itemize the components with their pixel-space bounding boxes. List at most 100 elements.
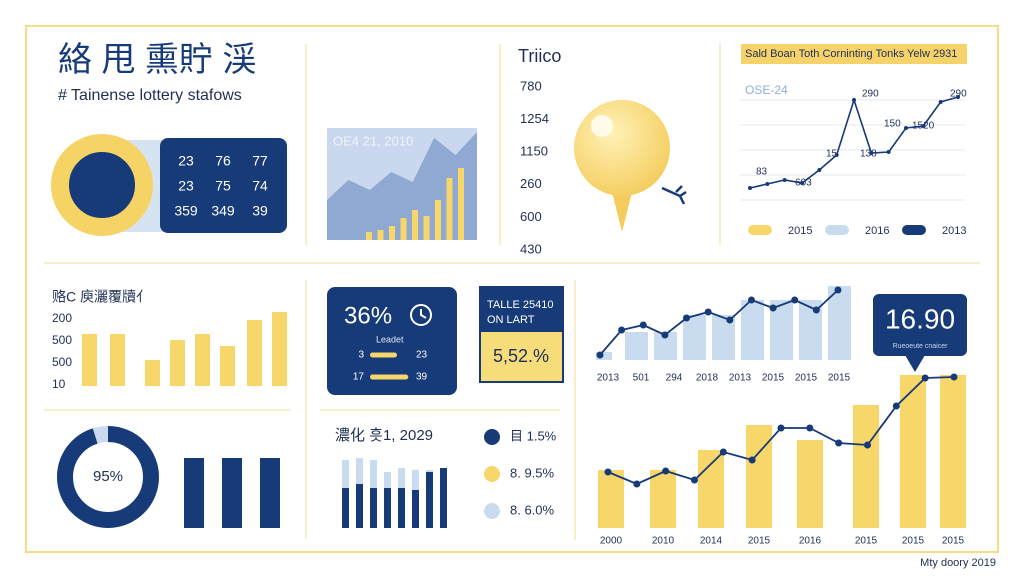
line-point [869, 151, 874, 155]
bar-dark [440, 468, 447, 528]
area-label: OE4 21, 2010 [333, 133, 413, 148]
tall-card-top [480, 287, 563, 332]
bar-dark [356, 484, 363, 528]
row-right: 39 [416, 372, 428, 383]
line-point [864, 441, 871, 449]
bar [746, 425, 772, 528]
axis-label: 600 [520, 209, 542, 224]
bar [698, 450, 724, 528]
bar [625, 332, 648, 360]
x-tick-label: 2015 [795, 373, 818, 384]
donut-label: 95% [93, 468, 123, 485]
line-point [704, 308, 712, 316]
x-tick-label: 2015 [828, 373, 851, 384]
legend-label: 8. 6.0% [510, 502, 555, 517]
x-tick-label: 2010 [652, 536, 675, 547]
legend-label: 目 1.5% [510, 428, 557, 443]
progress-bar [370, 374, 409, 380]
stat-value: 76 [215, 153, 231, 169]
frame [25, 25, 999, 553]
bar [412, 210, 418, 240]
balloon-title: Triico [518, 46, 561, 66]
axis-label: 780 [520, 78, 542, 93]
axis-label: 10 [52, 377, 66, 391]
bar-dark [412, 490, 419, 528]
dividers [44, 44, 980, 540]
line-point [726, 316, 734, 324]
legend-dot [484, 503, 500, 519]
donut-arc [57, 426, 159, 528]
x-tick-label: 2013 [597, 373, 620, 384]
stat-value: 75 [215, 178, 231, 194]
stat-value: 349 [211, 203, 235, 219]
bar [260, 458, 280, 528]
balloon [574, 100, 670, 196]
legend-label: 2013 [942, 225, 966, 237]
line-point [834, 286, 842, 294]
bar [400, 218, 407, 240]
callout-note: Rueoeute cnaicer [893, 343, 949, 350]
x-tick-label: 2016 [799, 536, 822, 547]
bar [446, 178, 453, 240]
bar [940, 375, 966, 528]
bar [650, 470, 676, 528]
axis-label: 1150 [520, 144, 548, 159]
bar [389, 226, 395, 240]
line-point [662, 467, 670, 475]
x-tick-label: 2015 [942, 536, 965, 547]
tall-card-title: TALLE 25410 [487, 299, 553, 311]
stats-box [160, 138, 287, 233]
line-point [633, 480, 641, 488]
bar-dark [398, 488, 405, 528]
point-label: 83 [756, 167, 768, 178]
line-point [691, 476, 698, 484]
bar [110, 334, 125, 386]
line-point [806, 424, 814, 432]
bar [184, 458, 204, 528]
x-tick-label: 2013 [729, 373, 752, 384]
legend-swatch [748, 225, 772, 235]
line-card-grid [740, 99, 965, 201]
bar [247, 320, 262, 386]
bar [683, 315, 706, 360]
bar [741, 300, 764, 360]
line-point [777, 424, 785, 432]
axis-label: 1254 [520, 111, 549, 126]
callout-value: 16.90 [885, 303, 955, 334]
line-point [747, 296, 755, 304]
clock-icon [410, 304, 432, 326]
bar-dark [384, 488, 391, 528]
bar [377, 230, 384, 240]
line-point [812, 306, 820, 314]
tall-card-subtitle: ON LART [487, 314, 535, 326]
stat-value: 23 [178, 153, 194, 169]
kpi-caption: Leadet [376, 334, 404, 344]
line-point [791, 296, 799, 304]
axis-label: 500 [52, 355, 72, 369]
bar [712, 315, 735, 360]
line-point [719, 448, 727, 456]
line-card-subtitle: OSE-24 [745, 83, 788, 97]
callout [873, 294, 967, 356]
bar [900, 375, 926, 528]
legend-dot [484, 466, 500, 482]
balloon-tail [612, 192, 632, 232]
line-point [782, 178, 787, 182]
bar [828, 286, 851, 360]
x-tick-label: 501 [633, 373, 650, 384]
line-point [921, 374, 929, 382]
bar [596, 352, 612, 360]
kpi-value: 36% [344, 302, 392, 329]
legend-swatch [902, 225, 926, 235]
stat-value: 77 [252, 153, 268, 169]
legend-dot [484, 429, 500, 445]
line-point [886, 150, 891, 154]
stat-value: 23 [178, 178, 194, 194]
legend-label: 2016 [865, 225, 889, 237]
x-tick-label: 2014 [700, 536, 723, 547]
line-point [748, 186, 752, 190]
row-left: 3 [358, 350, 364, 361]
point-label: 150 [884, 119, 901, 130]
